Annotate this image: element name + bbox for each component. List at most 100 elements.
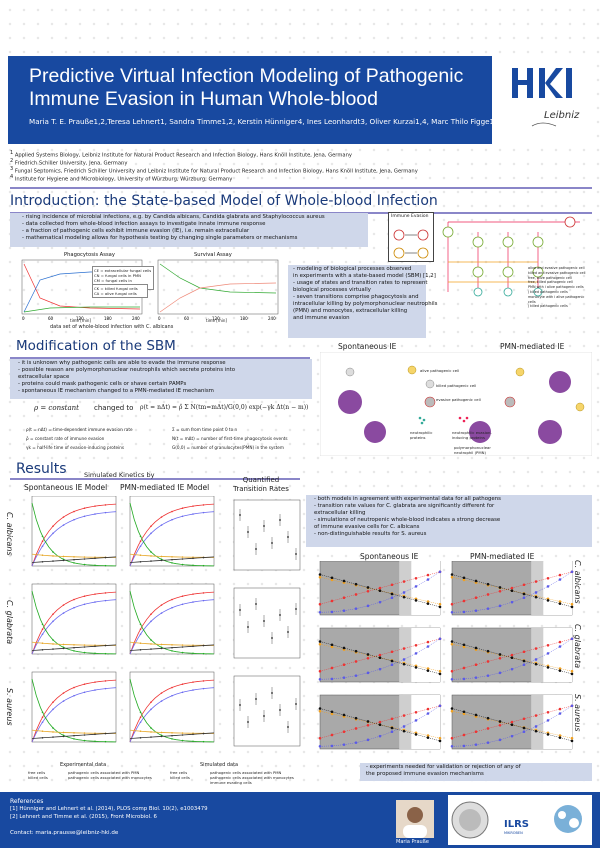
- neutropenia-curve: [319, 574, 441, 608]
- rate-point: [287, 536, 289, 538]
- equation-definitions-left: ρ(t = nΔt) = time-dependent immune evasi…: [26, 425, 133, 452]
- right-row-saureus: S. aureus: [573, 694, 582, 732]
- author-list: Maria T. E. Prauße1,2,Teresa Lehnert1, S…: [29, 117, 501, 126]
- neutropenia-data-point: [366, 653, 370, 656]
- kinetics-data-point: [62, 555, 65, 558]
- survival-xlabel: time [min]: [206, 318, 227, 323]
- kinetics-data-point: [41, 711, 44, 714]
- phago-cm-curve: [23, 306, 140, 313]
- evasive-pathogen-icon: [424, 396, 436, 408]
- kinetics-data-point: [104, 732, 107, 735]
- kinetics-data-point: [62, 735, 65, 738]
- neutropenia-data-point: [414, 666, 418, 669]
- kinetics-data-point: [83, 507, 86, 509]
- equation-pmn-rate: ρ(t = nΔt) = ρ̂ Σ N(tm=mΔt)/G(0,0) exp(−…: [140, 404, 309, 411]
- neutropenia-data-point: [570, 704, 574, 708]
- kinetics-data-point: [104, 556, 107, 559]
- results-bullet: - both models in agreement with experime…: [314, 496, 501, 502]
- kinetics-data-point: [150, 639, 152, 641]
- legend-entry: killed and evasive pathogenic cell: [528, 270, 586, 275]
- neutropenia-data-point: [570, 672, 574, 676]
- evasion-protein-icon: [462, 419, 466, 423]
- contact-email[interactable]: Contact: maria.prausse@leibniz-hki.de: [10, 830, 119, 836]
- kinetics-data-point: [83, 683, 86, 685]
- kinetics-data-point: [73, 556, 75, 558]
- rate-point: [287, 631, 289, 633]
- ilrs-logo-sub: MIKROBEN: [504, 831, 523, 835]
- intro-bullet: - seven transitions comprise phagocytosi…: [293, 294, 419, 300]
- kinetics-data-point: [62, 643, 65, 646]
- legend-entry: CK = killed fungal cells: [94, 286, 138, 291]
- neutropenia-data-point: [510, 600, 514, 604]
- neutropenia-data-point: [402, 591, 406, 594]
- legend-entry: j killed pathogenic cells: [528, 304, 568, 309]
- kinetics-data-point: [160, 731, 163, 734]
- equation-constant: ρ = constant: [34, 404, 79, 412]
- neutropenia-plots: [318, 561, 574, 750]
- kinetics-data-point: [202, 732, 205, 735]
- neutrophilic-protein-icon: [420, 421, 424, 425]
- neutropenic-region: [399, 561, 412, 615]
- kinetics-data-point: [181, 595, 184, 597]
- kinetics-data-point: [52, 525, 54, 527]
- ie-mechanism-diagram: [320, 352, 592, 456]
- kinetics-data-point: [83, 734, 86, 736]
- kinetics-data-point: [73, 686, 75, 689]
- right-pmn-title: PMN-mediated IE: [470, 552, 535, 561]
- kinetics-data-point: [139, 540, 142, 543]
- neutropenia-data-point: [558, 736, 562, 739]
- kinetics-data-point: [62, 559, 65, 562]
- conclusion-box: - experiments needed for validation or r…: [360, 763, 592, 781]
- neutropenia-curve: [319, 641, 441, 675]
- definition: G(0,0) = number of granulocytes(PMN) in …: [172, 445, 284, 450]
- kinetics-data-point: [139, 649, 142, 651]
- kinetics-data-point: [160, 647, 163, 650]
- kinetics-data-point: [73, 732, 75, 734]
- rate-point: [263, 525, 265, 527]
- kinetics-data-point: [181, 563, 184, 566]
- neutropenia-data-point: [558, 669, 562, 672]
- legend-entry: PMN with i alive pathogenic cells: [528, 285, 584, 290]
- kinetics-data-point: [94, 733, 96, 736]
- definition: γk = half-life time of evasion-inducing …: [26, 445, 125, 450]
- kinetics-data-point: [160, 700, 163, 702]
- phago-xticks: 0 60 120 180 240: [22, 316, 140, 321]
- definition: Σ = sum from time point 0 to n: [172, 427, 238, 432]
- kinetics-data-point: [62, 524, 65, 526]
- surv-ck-curve: [159, 282, 277, 313]
- kinetics-data-point: [73, 562, 75, 564]
- state-node: [532, 266, 544, 278]
- kinetics-data-point: [192, 601, 194, 603]
- results-bullets-box: - both models in agreement with experime…: [306, 495, 592, 547]
- kinetics-plot-frame: [129, 671, 215, 743]
- equation-definitions-right: Σ = sum from time point 0 to n N(t = mΔt…: [172, 425, 288, 452]
- kinetics-data-point: [181, 732, 184, 734]
- university-seal-icon: [451, 801, 489, 839]
- microbes-logo-icon: [554, 805, 582, 833]
- kinetics-data-point: [52, 727, 54, 729]
- col-rates-title: Quantified Transition Rates: [233, 476, 289, 493]
- affiliation-3: 3 Fungal Septomics, Friedrich Schiller U…: [10, 166, 418, 175]
- kinetics-data-point: [150, 551, 152, 553]
- rate-point: [239, 514, 241, 516]
- neutropenia-data-point: [438, 570, 442, 574]
- intro-bullet: and immune evasion: [293, 315, 350, 321]
- kinetics-data-point: [83, 556, 86, 558]
- legend-entry: free, alive pathogenic cell: [528, 275, 572, 280]
- kinetics-data-point: [139, 716, 142, 719]
- legend-entry: immune evading cells: [210, 780, 252, 785]
- kinetics-data-point: [83, 739, 86, 742]
- neutropenia-data-point: [414, 576, 418, 580]
- definition: ρ̂ = constant rate of immune evasion: [26, 436, 105, 441]
- right-spont-title: Spontaneous IE: [360, 552, 419, 561]
- kinetics-data-point: [139, 545, 142, 547]
- sbm-bullet: - possible reason are polymorphonuclear …: [18, 367, 236, 373]
- phago-ce-curve: [23, 263, 141, 310]
- alive-pathogen-icon: [575, 402, 585, 412]
- kinetics-data-point: [171, 650, 173, 652]
- kinetics-data-point: [160, 604, 163, 606]
- kinetics-data-point: [52, 736, 54, 738]
- kinetics-plot-frame: [31, 671, 117, 743]
- kinetics-data-point: [139, 561, 142, 563]
- kinetics-data-point: [83, 646, 86, 648]
